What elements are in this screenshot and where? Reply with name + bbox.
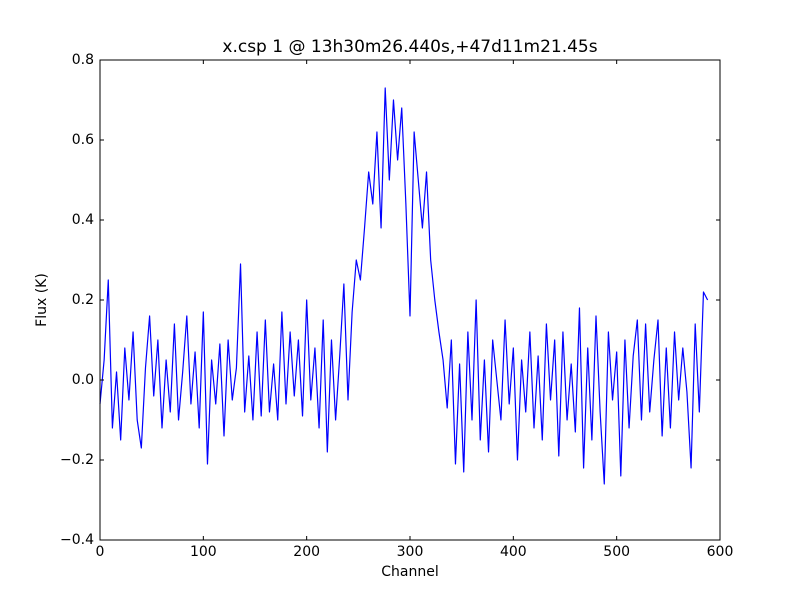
y-tick-label: 0.8 bbox=[72, 52, 94, 68]
x-tick-label: 200 bbox=[293, 544, 320, 560]
x-tick-label: 100 bbox=[190, 544, 217, 560]
y-tick-label: 0.6 bbox=[72, 132, 94, 148]
y-tick-label: 0.0 bbox=[72, 372, 94, 388]
y-axis-label: Flux (K) bbox=[34, 273, 50, 327]
y-tick-label: −0.4 bbox=[60, 532, 94, 548]
data-line bbox=[99, 87, 709, 485]
chart-title: x.csp 1 @ 13h30m26.440s,+47d11m21.45s bbox=[222, 37, 597, 57]
y-tick-label: 0.4 bbox=[72, 212, 94, 228]
x-tick-label: 0 bbox=[96, 544, 105, 560]
y-tick-label: 0.2 bbox=[72, 292, 94, 308]
x-axis-label: Channel bbox=[381, 564, 438, 580]
y-tick-label: −0.2 bbox=[60, 452, 94, 468]
x-tick-label: 500 bbox=[603, 544, 630, 560]
x-tick-label: 300 bbox=[397, 544, 424, 560]
x-tick-label: 600 bbox=[707, 544, 734, 560]
x-tick-label: 400 bbox=[500, 544, 527, 560]
